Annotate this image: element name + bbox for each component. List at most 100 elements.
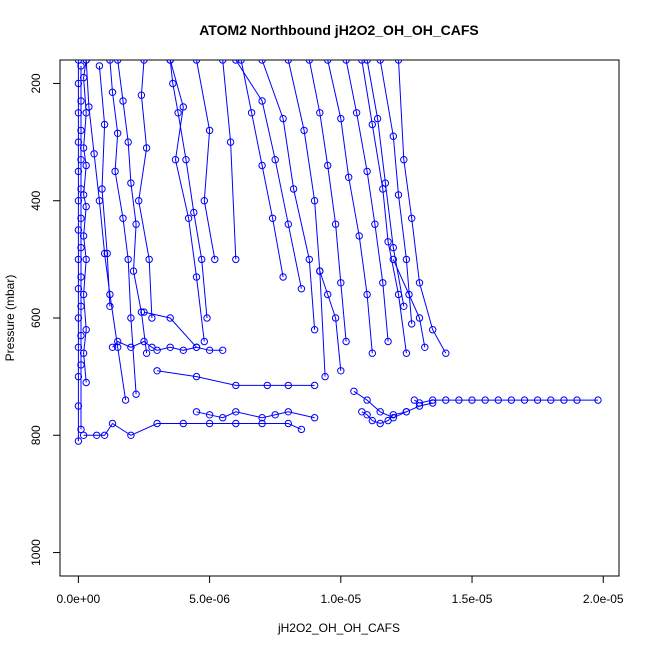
series-29 [358,408,411,428]
data-point [114,60,122,64]
data-point [179,346,188,354]
data-point [108,419,117,428]
data-point [268,214,277,223]
data-point [108,88,117,97]
data-point [284,381,292,390]
data-point [127,431,135,439]
data-point [153,367,161,375]
data-point [373,114,382,123]
data-point [305,60,313,64]
data-point [384,416,392,425]
series-30 [410,396,602,407]
data-point [324,290,332,299]
data-point [258,60,266,64]
series-12 [219,60,240,264]
data-point [190,208,198,217]
data-point [145,255,153,264]
data-point [74,197,83,205]
data-point [305,255,313,264]
data-point [279,273,287,281]
series-24 [79,419,306,439]
data-point [219,60,227,64]
data-point [192,408,201,416]
data-point [402,349,411,357]
data-point [507,396,516,404]
data-point [82,161,90,170]
data-point [402,408,411,416]
data-point [79,144,88,152]
series-line [361,411,407,425]
series-13 [232,60,306,293]
data-point [394,191,403,199]
data-point [93,431,101,439]
series-line [327,60,373,354]
series-1 [74,60,83,445]
series-15 [284,60,329,381]
data-point [79,431,88,439]
data-point [100,431,109,439]
data-point [90,150,98,158]
series-line [287,60,326,377]
series-23 [237,60,287,281]
series-6 [106,60,140,398]
plot-frame [59,59,620,577]
series-7 [114,60,151,357]
data-point [263,381,271,390]
data-point [394,60,403,64]
data-point [415,279,424,287]
data-point [345,173,353,182]
data-point [82,255,90,264]
data-point [389,255,397,264]
data-point [166,343,174,351]
y-tick-label: 200 [29,73,43,93]
series-line [361,60,407,354]
data-point [106,60,114,64]
series-19 [358,60,411,357]
data-point [82,326,90,334]
data-point [132,220,140,228]
series-line [319,270,342,371]
data-point [171,156,180,164]
data-point [166,314,174,322]
data-point [284,408,292,416]
data-point [182,156,190,164]
data-point [203,314,211,322]
data-point [300,126,308,135]
y-tick-label: 400 [29,190,43,210]
plot-area [74,60,602,445]
data-point [310,326,319,334]
data-point [379,279,387,287]
data-point [232,381,240,390]
data-point [219,346,227,354]
series-18 [342,60,392,346]
series-27 [192,408,319,422]
series-line [83,60,87,383]
data-point [384,337,392,346]
data-point [192,372,201,381]
y-axis-label: Pressure (mbar) [3,275,17,362]
data-point [74,109,83,117]
data-point [77,97,85,105]
data-point [284,220,292,228]
x-axis-label: jH2O2_OH_OH_CAFS [277,621,400,635]
data-point [400,156,408,164]
data-point [289,185,298,193]
data-point [368,416,376,425]
data-point [77,331,85,340]
data-point [205,419,214,428]
data-point [384,238,392,246]
data-point [533,396,542,404]
series-line [138,60,153,319]
data-point [429,396,437,404]
data-point [408,320,416,328]
data-point [363,396,371,404]
series-8 [135,60,156,322]
series-31 [316,267,345,375]
data-point [363,60,371,64]
x-tick-label: 0.0e+00 [57,592,101,606]
series-line [143,311,197,348]
data-point [494,396,502,404]
data-point [258,97,266,105]
data-point [77,126,85,135]
